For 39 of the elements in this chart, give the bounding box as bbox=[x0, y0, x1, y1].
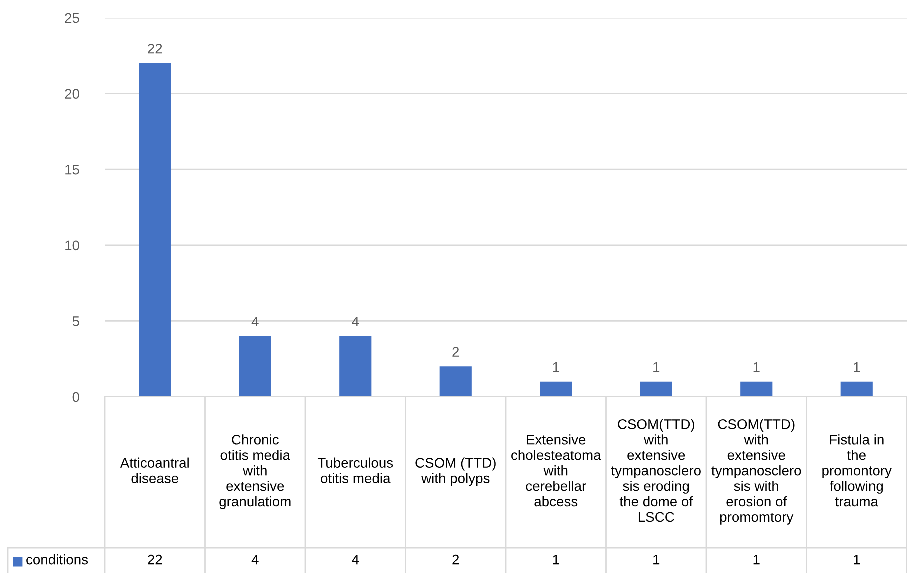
y-tick-label: 15 bbox=[66, 165, 80, 175]
y-tick-label: 5 bbox=[72, 316, 80, 326]
text: 1 bbox=[754, 555, 760, 565]
y-tick-label: 10 bbox=[66, 240, 80, 251]
bar bbox=[239, 336, 272, 397]
legend-label: conditions bbox=[26, 554, 88, 565]
x-tick-label: Atticoantral disease bbox=[120, 458, 189, 484]
text: 1 bbox=[553, 555, 560, 565]
text: 4 bbox=[252, 555, 259, 565]
x-tick-label: Chronic otitis media with extensive granulatiom bbox=[220, 434, 291, 510]
x-tick-label: Extensive cholesteatoma with cerebellar abcess bbox=[512, 434, 602, 507]
text: 4 bbox=[352, 555, 360, 565]
data-label: 1 bbox=[854, 362, 860, 372]
bar bbox=[139, 63, 172, 397]
data-label: 1 bbox=[654, 362, 660, 372]
x-tick-label: CSOM (TTD) with polyps bbox=[416, 458, 496, 486]
data-label: 22 bbox=[148, 44, 162, 54]
data-label: 1 bbox=[553, 362, 560, 372]
data-label: 4 bbox=[252, 316, 259, 327]
data-label: 1 bbox=[754, 362, 760, 372]
bar bbox=[740, 382, 773, 397]
bar bbox=[340, 336, 372, 397]
text: 22 bbox=[148, 554, 162, 565]
x-tick-label: Fistula in the promontory following trauma bbox=[822, 434, 892, 507]
bar bbox=[540, 382, 572, 397]
x-tick-label: CSOM(TTD) with extensive tympanosclerosis eroding the dome of LSCC bbox=[611, 419, 701, 522]
x-tick-label: CSOM(TTD) with extensive tympanosclerosis with erosion of promomtory bbox=[712, 419, 802, 525]
bar bbox=[440, 366, 472, 397]
y-tick-label: 25 bbox=[65, 13, 80, 24]
data-label: 2 bbox=[452, 347, 460, 357]
data-label: 4 bbox=[352, 316, 360, 327]
y-tick-label: 0 bbox=[72, 392, 80, 402]
text: 1 bbox=[654, 555, 660, 565]
text: 2 bbox=[452, 554, 460, 565]
x-tick-label: Tuberculous otitis media bbox=[318, 458, 394, 484]
y-tick-label: 20 bbox=[65, 89, 80, 99]
bar bbox=[640, 382, 672, 397]
text: 1 bbox=[854, 555, 860, 565]
bar bbox=[840, 382, 873, 397]
